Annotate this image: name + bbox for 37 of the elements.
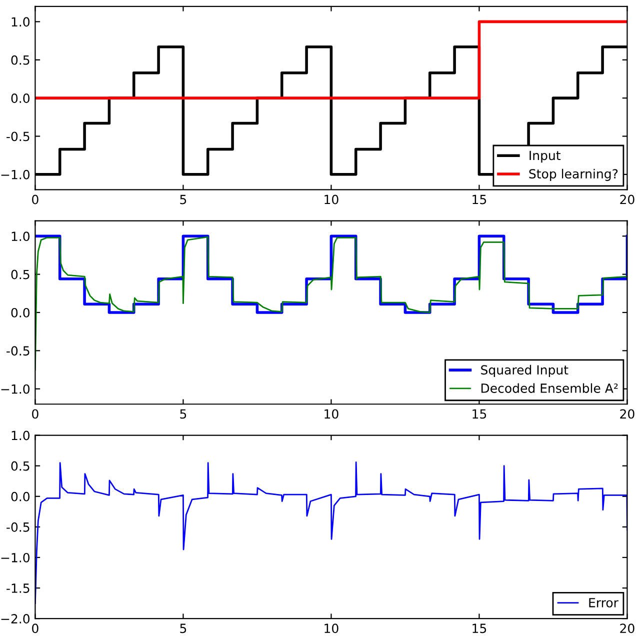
x-tick-label: 15 bbox=[472, 409, 486, 419]
x-tick-label: 20 bbox=[620, 624, 634, 634]
y-tick-label: -0.5 bbox=[6, 346, 30, 356]
x-tick-label: 10 bbox=[324, 624, 338, 634]
y-tick-label: −1.0 bbox=[1, 170, 30, 180]
x-tick-label: 15 bbox=[472, 194, 486, 204]
x-tick-label: 5 bbox=[180, 194, 186, 204]
y-tick-label: 1.0 bbox=[12, 430, 30, 440]
y-tick-label: −2.0 bbox=[1, 614, 30, 624]
x-tick-label: 5 bbox=[180, 409, 186, 419]
x-tick-label: 10 bbox=[324, 194, 338, 204]
y-tick-label: 0.0 bbox=[11, 94, 30, 103]
y-tick-label: 1.0 bbox=[12, 17, 30, 27]
y-tick-label: −1.0 bbox=[1, 384, 30, 394]
y-tick-label: -0.5 bbox=[6, 132, 30, 142]
y-tick-label: -0.5 bbox=[6, 522, 30, 532]
x-tick-label: 5 bbox=[180, 624, 186, 634]
legend-label: Squared Input bbox=[481, 364, 568, 378]
y-tick-label: 0.0 bbox=[11, 492, 30, 502]
x-tick-label: 20 bbox=[620, 409, 634, 419]
x-tick-label: 0 bbox=[32, 624, 38, 634]
y-tick-label: −1.0 bbox=[1, 552, 30, 562]
legend-label: Decoded Ensemble A² bbox=[481, 383, 618, 393]
x-tick-label: 20 bbox=[620, 194, 634, 204]
y-tick-label: 0.0 bbox=[11, 308, 30, 318]
y-tick-label: 0.5 bbox=[11, 270, 30, 280]
x-tick-label: 0 bbox=[32, 194, 38, 204]
x-tick-label: 10 bbox=[324, 409, 338, 419]
legend-label: Stop learning? bbox=[529, 168, 618, 181]
legend-label: Error bbox=[589, 598, 618, 608]
y-tick-label: 0.5 bbox=[11, 55, 30, 65]
x-tick-label: 15 bbox=[472, 624, 486, 634]
x-tick-label: 0 bbox=[32, 409, 38, 419]
y-tick-label: -1.5 bbox=[6, 584, 30, 593]
y-tick-label: 0.5 bbox=[11, 461, 30, 471]
legend-label: Input bbox=[530, 150, 560, 163]
y-tick-label: 1.0 bbox=[12, 232, 30, 242]
